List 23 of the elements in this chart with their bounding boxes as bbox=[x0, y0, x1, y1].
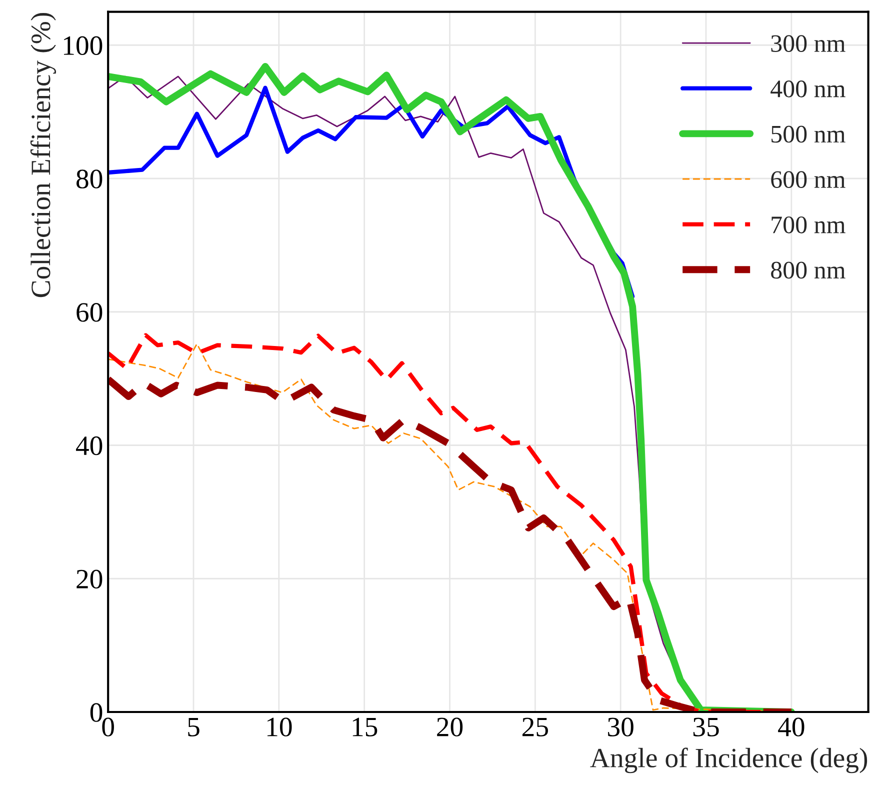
legend-label: 400 nm bbox=[770, 80, 846, 98]
x-axis-title: Angle of Incidence (deg) bbox=[590, 748, 868, 774]
x-tick-label: 5 bbox=[188, 718, 200, 736]
y-tick-label: 40 bbox=[76, 436, 102, 456]
legend-label: 600 nm bbox=[771, 171, 846, 188]
x-tick-label: 0 bbox=[102, 718, 114, 736]
legend-label: 800 nm bbox=[771, 262, 846, 279]
legend-label: 700 nm bbox=[772, 216, 846, 234]
x-tick-label: 10 bbox=[267, 718, 292, 736]
y-axis-title: Collection Efficiency (%) bbox=[30, 12, 56, 298]
y-tick-label: 100 bbox=[64, 36, 102, 56]
x-tick-label: 35 bbox=[693, 718, 719, 736]
x-tick-label: 25 bbox=[522, 718, 548, 736]
legend-label: 300 nm bbox=[771, 35, 846, 52]
x-tick-label: 30 bbox=[608, 718, 634, 736]
y-tick-label: 20 bbox=[76, 570, 102, 589]
y-tick-label: 80 bbox=[76, 170, 102, 188]
x-tick-label: 40 bbox=[778, 718, 804, 736]
legend-label: 500 nm bbox=[772, 126, 846, 143]
y-tick-label: 60 bbox=[76, 303, 102, 322]
x-tick-label: 15 bbox=[352, 718, 378, 736]
x-tick-label: 20 bbox=[437, 718, 463, 736]
y-tick-label: 0 bbox=[90, 703, 102, 722]
